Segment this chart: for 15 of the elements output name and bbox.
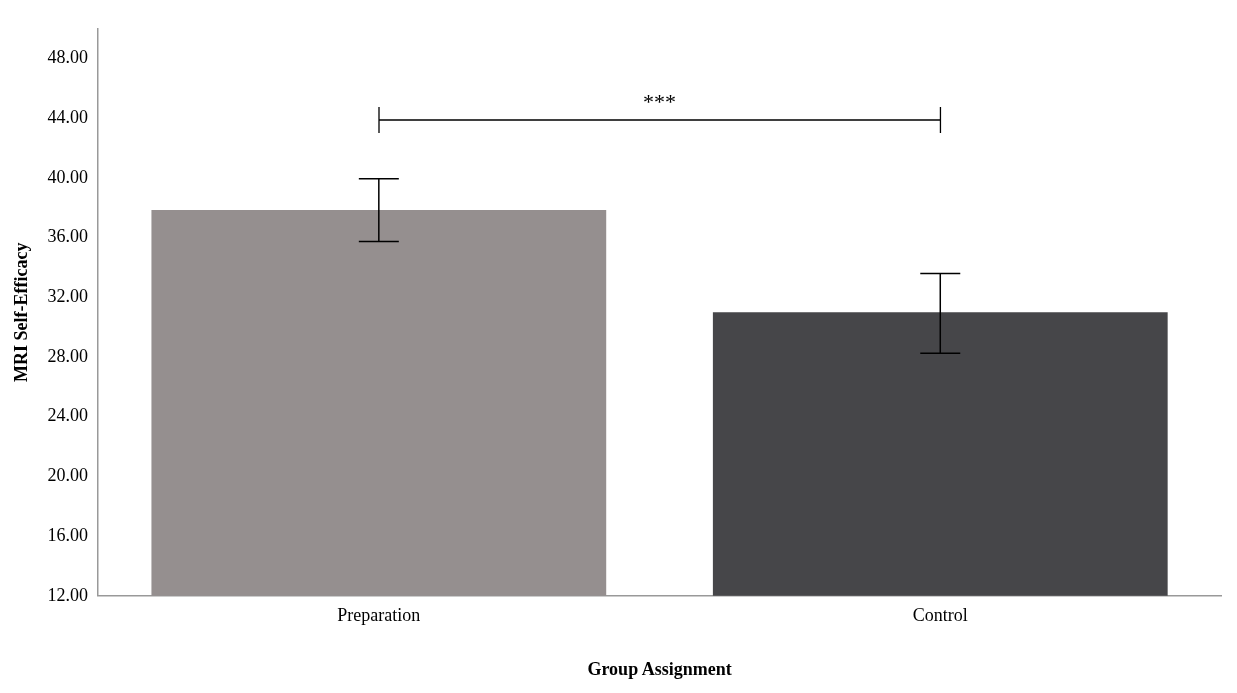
- y-tick-label: 44.00: [47, 107, 89, 128]
- y-tick-label: 40.00: [47, 166, 89, 187]
- y-tick-label: 28.00: [47, 345, 89, 366]
- y-tick-label: 24.00: [47, 405, 89, 426]
- y-tick-label: 48.00: [47, 47, 89, 68]
- y-tick-label: 36.00: [47, 226, 89, 247]
- annotation: ***: [642, 88, 678, 114]
- y-axis-title: MRI Self-Efficacy: [11, 242, 32, 383]
- y-tick-label: 32.00: [47, 286, 89, 307]
- y-tick-label: 20.00: [47, 465, 89, 486]
- y-tick-label: 16.00: [47, 524, 89, 545]
- x-tick-label: Preparation: [337, 605, 421, 626]
- y-tick-label: 12.00: [47, 584, 89, 605]
- x-tick-label: Control: [912, 605, 968, 626]
- x-axis-title: Group Assignment: [587, 658, 732, 679]
